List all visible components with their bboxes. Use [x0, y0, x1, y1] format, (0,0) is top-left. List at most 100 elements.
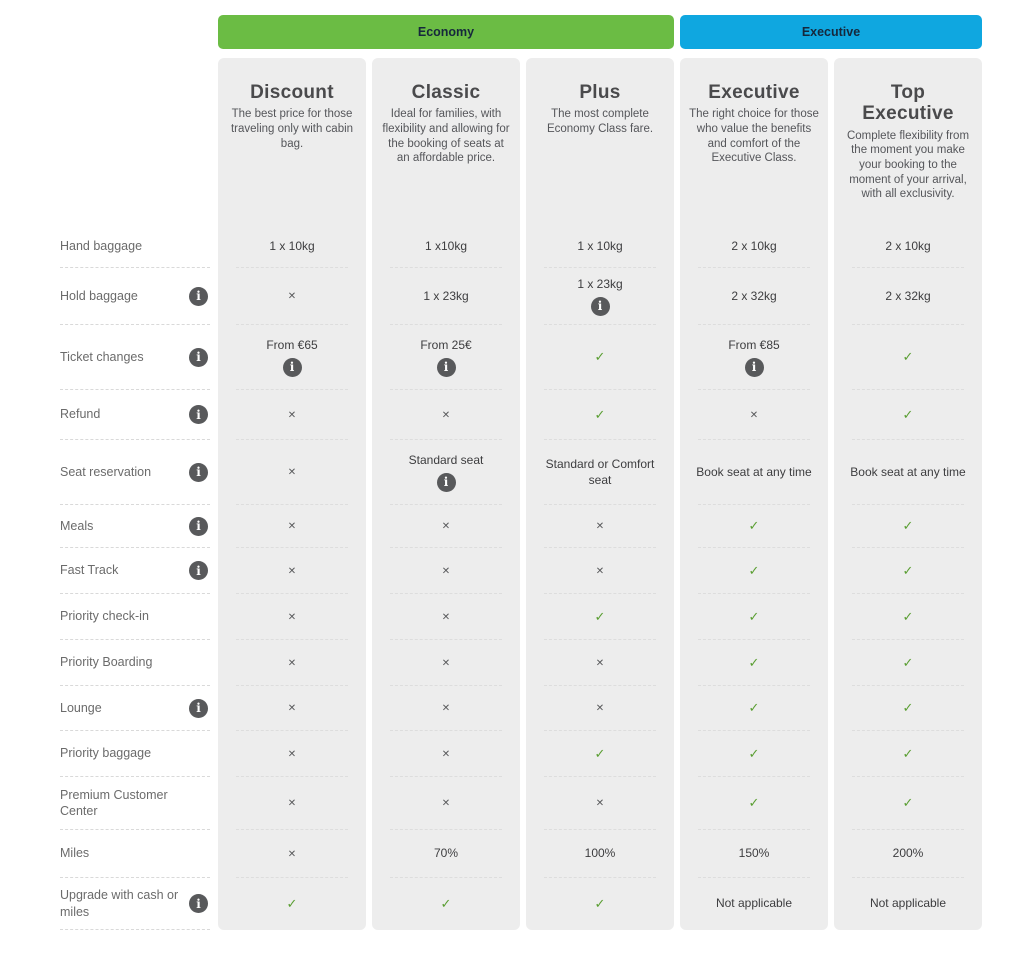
feature-label: Meals [60, 518, 94, 533]
fare-card-header: Executive The right choice for those who … [680, 58, 828, 225]
fare-cell: ✓ [834, 594, 982, 640]
x-icon: ✕ [441, 565, 451, 577]
feature-label-row: Miles [60, 830, 210, 878]
info-icon[interactable]: i [744, 357, 764, 377]
check-icon: ✓ [902, 519, 914, 534]
x-icon: ✕ [441, 409, 451, 421]
x-icon: ✕ [287, 848, 297, 860]
feature-label: Priority Boarding [60, 655, 153, 670]
info-icon[interactable]: i [189, 516, 208, 536]
fare-cell: ✕ [218, 594, 366, 640]
fare-cell: ✓ [680, 777, 828, 830]
fare-cell: 1 x 10kg [526, 225, 674, 268]
fare-cards: Discount The best price for those traveli… [218, 58, 982, 930]
cell-value: Standard or Comfort seat [545, 456, 655, 487]
fare-cell: ✕ [526, 777, 674, 830]
fare-cell: ✓ [834, 325, 982, 390]
info-icon[interactable]: i [189, 286, 208, 306]
fare-title: Top Executive [862, 82, 954, 125]
check-icon: ✓ [748, 609, 760, 625]
fare-cell: ✕ [372, 640, 520, 686]
fare-cell: ✕ [218, 268, 366, 325]
feature-label: Hand baggage [60, 238, 143, 253]
fare-cell: ✓ [526, 594, 674, 640]
fare-card-header: Classic Ideal for families, with flexibil… [372, 58, 520, 225]
x-icon: ✕ [595, 798, 605, 809]
feature-label-row: Priority check-in [60, 594, 210, 640]
fare-cell: ✓ [526, 325, 674, 390]
cell-value: From €85 [728, 338, 780, 353]
feature-label-row: Priority Boarding [60, 640, 210, 686]
check-icon: ✓ [286, 896, 298, 912]
fare-card-discount: Discount The best price for those traveli… [218, 58, 366, 930]
info-icon[interactable]: i [282, 357, 302, 377]
cell-value: 2 x 32kg [885, 288, 931, 303]
fare-cell: ✕ [218, 731, 366, 777]
x-icon: ✕ [441, 521, 451, 532]
x-icon: ✕ [287, 611, 297, 623]
info-icon[interactable]: i [189, 405, 208, 424]
info-icon[interactable]: i [189, 347, 208, 367]
fare-cell: ✓ [834, 777, 982, 830]
info-icon[interactable]: i [189, 698, 208, 718]
check-icon: ✓ [902, 350, 914, 365]
fare-cell: ✕ [218, 390, 366, 440]
x-icon: ✕ [441, 798, 451, 809]
info-icon[interactable]: i [590, 296, 610, 316]
fare-card-executive: Executive The right choice for those who … [680, 58, 828, 930]
x-icon: ✕ [287, 467, 297, 478]
fare-cell: 1 x10kg [372, 225, 520, 268]
info-icon[interactable]: i [189, 894, 208, 913]
check-icon: ✓ [748, 519, 760, 534]
fare-card-classic: Classic Ideal for families, with flexibil… [372, 58, 520, 930]
fare-cell: 200% [834, 830, 982, 878]
cell-value: From 25€ [420, 338, 472, 353]
x-icon: ✕ [287, 703, 297, 714]
fare-cell: ✓ [680, 548, 828, 594]
check-icon: ✓ [748, 655, 760, 671]
fare-cell: ✕ [526, 640, 674, 686]
fare-cell: ✕ [526, 548, 674, 594]
fare-cell: ✓ [834, 686, 982, 731]
fare-cell: 2 x 32kg [680, 268, 828, 325]
fare-cell: ✕ [526, 686, 674, 731]
fare-cell: 2 x 10kg [680, 225, 828, 268]
check-icon: ✓ [748, 563, 760, 579]
feature-label: Refund [60, 407, 101, 422]
fare-cell: ✕ [372, 390, 520, 440]
check-icon: ✓ [902, 609, 914, 625]
x-icon: ✕ [441, 748, 451, 760]
x-icon: ✕ [287, 521, 297, 532]
fare-cell: ✓ [834, 505, 982, 548]
fare-cell: 100% [526, 830, 674, 878]
cell-value: 1 x10kg [424, 238, 468, 253]
x-icon: ✕ [287, 291, 297, 302]
check-icon: ✓ [748, 701, 760, 716]
cell-value: 100% [584, 846, 616, 861]
fare-card-header: Plus The most complete Economy Class fare… [526, 58, 674, 225]
fare-cell: ✓ [680, 686, 828, 731]
fare-cell: ✕ [372, 777, 520, 830]
info-icon[interactable]: i [436, 472, 456, 492]
fare-cell: Book seat at any time [834, 440, 982, 505]
fare-title: Plus [579, 82, 621, 103]
fare-cell: ✕ [372, 731, 520, 777]
fare-cell: 1 x 23kg [372, 268, 520, 325]
x-icon: ✕ [595, 703, 605, 714]
fare-cell: ✕ [218, 777, 366, 830]
check-icon: ✓ [440, 896, 452, 912]
feature-label-row: Hold baggage i [60, 268, 210, 325]
fare-cell: ✓ [834, 640, 982, 686]
fare-cell: Not applicable [680, 878, 828, 930]
fare-cell: 1 x 23kg i [526, 268, 674, 325]
info-icon[interactable]: i [189, 561, 208, 580]
info-icon[interactable]: i [436, 357, 456, 377]
fare-cell: ✕ [372, 686, 520, 731]
feature-label-row: Refund i [60, 390, 210, 440]
x-icon: ✕ [287, 657, 297, 669]
fare-cell: ✕ [218, 830, 366, 878]
info-icon[interactable]: i [189, 462, 208, 482]
check-icon: ✓ [748, 746, 760, 762]
x-icon: ✕ [287, 409, 297, 421]
feature-label: Premium Customer Center [60, 787, 168, 818]
